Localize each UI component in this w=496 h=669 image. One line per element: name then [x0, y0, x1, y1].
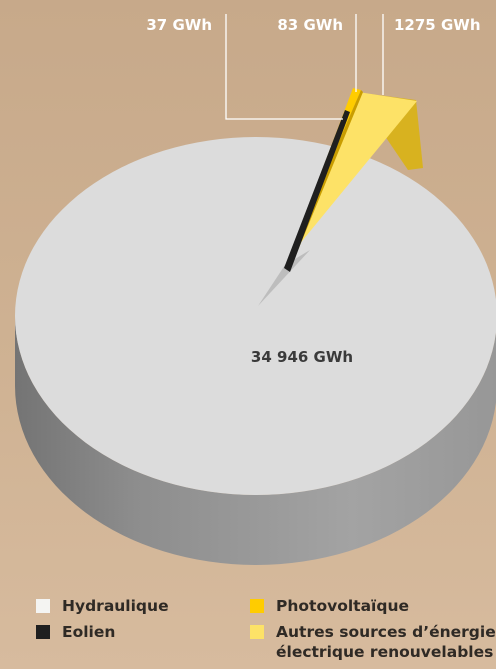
data-label-autres: 1275 GWh [394, 16, 481, 34]
data-label-eolien: 37 GWh [146, 16, 212, 34]
pie-slice-eolien [284, 110, 350, 272]
pie-slice-autres-renouvelables [298, 92, 417, 246]
legend-label-eolien: Eolien [62, 623, 116, 641]
data-label-hydraulique: 34 946 GWh [251, 348, 353, 366]
legend-item-hydraulique: Hydraulique [36, 596, 169, 616]
legend-item-eolien: Eolien [36, 622, 115, 642]
leader-line-eolien [225, 14, 343, 120]
legend-label-photovoltaique: Photovoltaïque [276, 597, 409, 615]
legend-label-autres: Autres sources d’énergie électrique reno… [276, 623, 496, 661]
legend-swatch-photovoltaique [250, 599, 264, 613]
data-label-photovoltaique: 83 GWh [277, 16, 343, 34]
leader-lines [225, 14, 384, 120]
pie-slice-hydraulique [258, 250, 310, 306]
legend-item-autres: Autres sources d’énergie électrique reno… [250, 622, 496, 662]
pie-top-ellipse [15, 137, 496, 495]
legend: Hydraulique Eolien Photovoltaïque Autres… [36, 596, 496, 669]
legend-swatch-eolien [36, 625, 50, 639]
legend-label-hydraulique: Hydraulique [62, 597, 169, 615]
pie-side [15, 316, 496, 565]
legend-swatch-autres [250, 625, 264, 639]
exploded-slices [284, 88, 423, 272]
legend-item-photovoltaique: Photovoltaïque [250, 596, 409, 616]
legend-swatch-hydraulique [36, 599, 50, 613]
